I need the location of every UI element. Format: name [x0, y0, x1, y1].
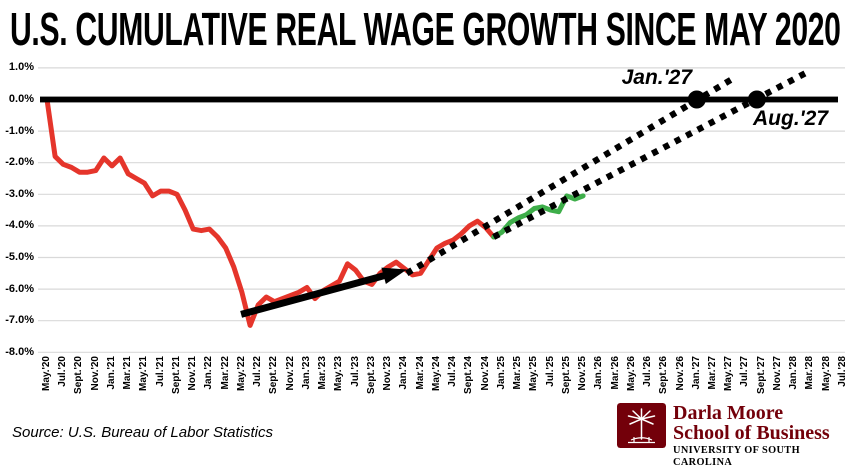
x-axis-label: Nov.'24 — [479, 356, 491, 391]
x-axis-label: Sept.'20 — [73, 356, 85, 394]
y-axis-label: -7.0% — [5, 314, 34, 327]
x-axis-label: May.'21 — [138, 356, 150, 391]
x-axis-label: Jan.'26 — [593, 356, 605, 390]
x-axis-label: Sept.'25 — [560, 356, 572, 394]
x-axis-label: Mar.'25 — [512, 356, 524, 390]
x-axis-label: Sept.'23 — [365, 356, 377, 394]
x-axis-label: May.'25 — [528, 356, 540, 391]
zero-baseline — [40, 96, 838, 103]
projection-steep-path-zero-dot — [687, 90, 706, 109]
x-axis-label: Mar.'23 — [317, 356, 329, 390]
x-axis-label: Jan.'24 — [398, 356, 410, 390]
x-axis-label: Jul.'22 — [252, 356, 264, 387]
palmetto-tree-icon — [617, 403, 666, 448]
chart-title: U.S. CUMULATIVE REAL WAGE GROWTH SINCE M… — [10, 3, 841, 55]
y-axis-label: -3.0% — [5, 187, 34, 200]
logo-university-name: UNIVERSITY OF SOUTH CAROLINA — [673, 445, 800, 468]
x-axis-label: May.'22 — [235, 356, 247, 391]
x-axis-label: Jul.'25 — [544, 356, 556, 387]
x-axis-label: Jul.'24 — [447, 356, 459, 387]
x-axis-label: Sept.'21 — [170, 356, 182, 394]
x-axis-label: Nov.'21 — [187, 356, 199, 391]
trend-arrow-head — [381, 267, 407, 284]
x-axis-label: Jul.'20 — [57, 356, 69, 387]
x-axis-label: Sept.'24 — [463, 356, 475, 394]
x-axis-label: Jan.'22 — [203, 356, 215, 390]
y-axis-label: -5.0% — [5, 251, 34, 263]
annotation-aug27: Aug.'27 — [753, 107, 829, 130]
x-axis-label: May.'24 — [430, 356, 442, 391]
y-axis-label: 0.0% — [8, 93, 34, 105]
x-axis-label: Mar.'21 — [122, 356, 134, 390]
x-axis-label: Nov.'20 — [89, 356, 101, 391]
x-axis-label: Sept.'22 — [268, 356, 280, 394]
y-axis-label: -1.0% — [5, 124, 34, 137]
y-axis-label: -8.0% — [5, 345, 34, 358]
x-axis-label: May.'20 — [41, 356, 52, 391]
logo-text: Darla Moore School of Business UNIVERSIT… — [673, 403, 851, 469]
x-axis-label: Jan.'23 — [300, 356, 312, 390]
projection-current-path-zero-dot — [747, 90, 766, 109]
x-axis-label: Jan.'25 — [495, 356, 507, 390]
x-axis-label: Nov.'22 — [284, 356, 296, 391]
source-note: Source: U.S. Bureau of Labor Statistics — [12, 424, 273, 441]
x-axis-label: Nov.'25 — [577, 356, 589, 391]
logo-school-name-2: School of Business — [673, 422, 830, 444]
x-axis-label: Jul.'23 — [349, 356, 361, 387]
actual-wage-growth — [44, 97, 497, 328]
x-axis-label: Jan.'21 — [105, 356, 117, 390]
y-axis-label: -2.0% — [5, 156, 34, 169]
x-axis-label: May.'23 — [333, 356, 345, 391]
x-axis-label: Jul.'21 — [154, 356, 166, 387]
y-axis-label: -6.0% — [5, 282, 34, 295]
y-axis-label: -4.0% — [5, 219, 34, 232]
x-axis-label: Mar.'22 — [219, 356, 231, 390]
dmsb-logo: Darla Moore School of Business UNIVERSIT… — [617, 403, 851, 469]
annotation-jan27: Jan.'27 — [621, 66, 692, 89]
x-axis-label: Nov.'23 — [382, 356, 394, 391]
trend-arrow-shaft — [240, 271, 387, 318]
x-axis-label: Mar.'24 — [414, 356, 426, 390]
logo-school-name-1: Darla Moore — [673, 402, 784, 424]
projection-steep-path — [405, 74, 737, 277]
recent-wage-growth-highlight — [491, 193, 586, 240]
y-axis-label: 1.0% — [8, 61, 34, 74]
